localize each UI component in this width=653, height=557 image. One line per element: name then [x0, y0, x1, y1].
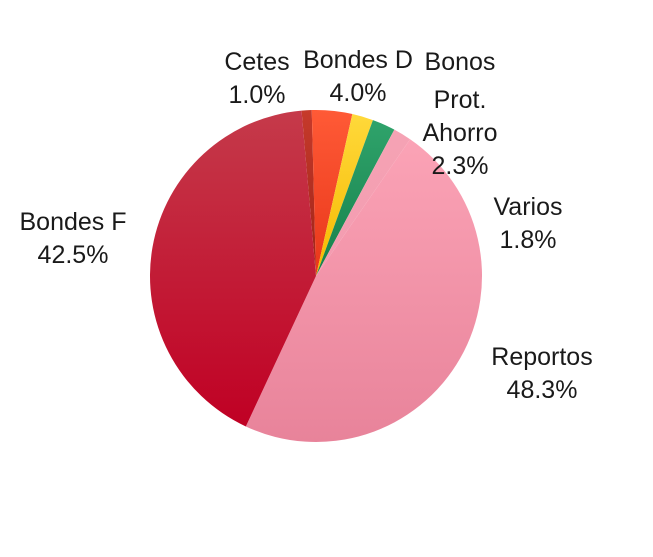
pie-slice-prot-ahorro [316, 120, 395, 276]
pie-slices [149, 109, 483, 443]
slice-label-prot-ahorro: Prot. Ahorro 2.3% [422, 86, 497, 180]
pie-labels: Cetes 1.0%Bondes D 4.0% Prot. Ahorro 2.3% Vari… [19, 46, 592, 404]
pie-slice-varios [316, 129, 411, 276]
pie-slice-bondes-d [311, 109, 353, 277]
slice-label-bondes-d: Bondes D 4.0% [303, 46, 413, 107]
slice-label-cetes: Cetes 1.0% [224, 48, 289, 109]
slice-label-reportos: Reportos 48.3% [491, 343, 592, 404]
pie-slice-bonos [316, 114, 373, 276]
pie-slice-reportos [245, 139, 483, 443]
slice-label-bondes-f: Bondes F 42.5% [19, 208, 126, 269]
slice-label-varios: Varios 1.8% [493, 193, 562, 254]
pie-slice-bondes-f [149, 110, 316, 427]
bonos-label: Bonos [425, 48, 496, 76]
pie-slice-cetes [301, 110, 316, 276]
